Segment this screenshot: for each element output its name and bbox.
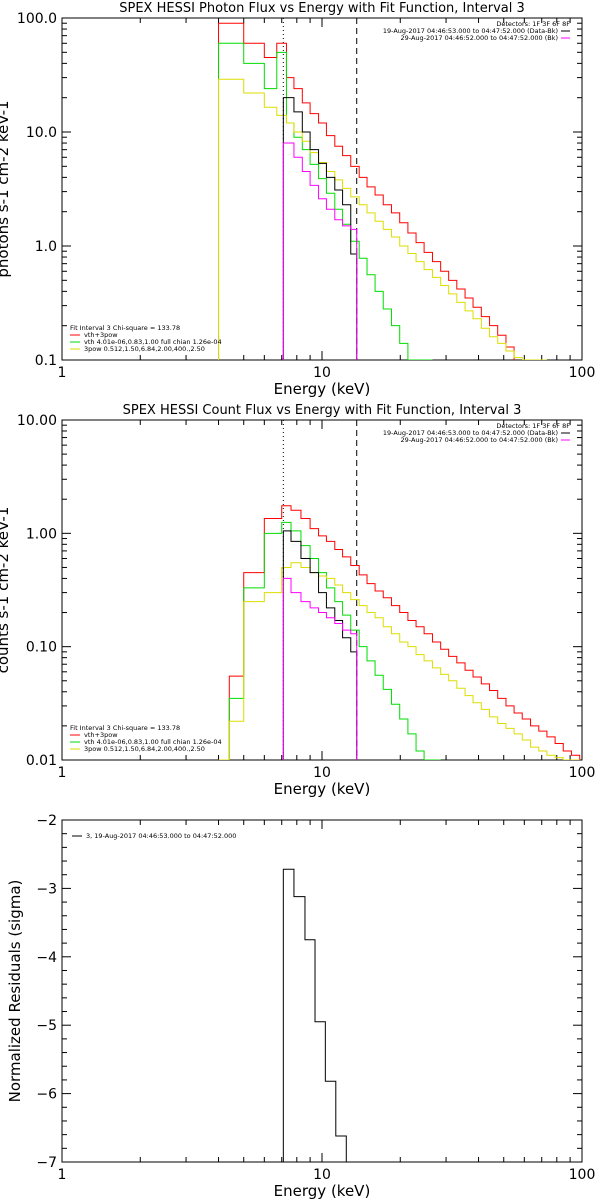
x-tick-label: 100	[569, 1167, 596, 1183]
y-tick-label: 0.10	[26, 640, 57, 656]
y-axis-label: counts s-1 cm-2 keV-1	[0, 507, 12, 674]
x-axis-label: Energy (keV)	[274, 380, 371, 398]
legend-detectors: Detectors: 1F 3F 6F 8F	[496, 20, 570, 28]
legend-entry-label: vth 4.01e-06,0.83,1.00 full chian 1.26e-…	[84, 338, 222, 346]
legend-entry-label: 3pow 0.512,1.50,6.84,2.00,400.,2.50	[84, 345, 205, 353]
x-tick-label: 10	[313, 365, 331, 381]
legend-entry-label: 3, 19-Aug-2017 04:46:53.000 to 04:47:52.…	[86, 832, 236, 840]
series-line-5	[282, 577, 358, 760]
chart-panel-3: 1 10 100 Energy (keV) −7 −6 −5 −4 −3 −2 Normalized…	[6, 813, 595, 1200]
y-tick-label: −4	[36, 950, 57, 966]
series-line-2	[228, 521, 441, 760]
x-tick-label: 1	[58, 1167, 67, 1183]
y-axis-label: Normalized Residuals (sigma)	[6, 880, 24, 1103]
series-line-3	[218, 562, 580, 760]
plot-frame	[61, 419, 583, 761]
y-tick-label: 10.0	[26, 125, 57, 141]
series-line-2	[218, 42, 433, 360]
series-line-3	[218, 78, 547, 360]
legend-fit-header: Fit Interval 3 Chi-square = 133.78	[70, 724, 180, 732]
y-tick-label: 0.1	[35, 353, 57, 369]
y-tick-label: −6	[36, 1087, 57, 1103]
chart-title: SPEX HESSI Count Flux vs Energy with Fit…	[123, 403, 522, 418]
chart-panel-1: SPEX HESSI Photon Flux vs Energy with Fi…	[0, 1, 595, 398]
plot-area	[218, 18, 547, 360]
series-line-4	[282, 530, 358, 760]
legend-entry-label: vth 4.01e-06,0.83,1.00 full chian 1.26e-…	[84, 738, 222, 746]
x-tick-label: 1	[58, 765, 67, 781]
series-line-4	[282, 97, 358, 360]
legend-entry-label: 19-Aug-2017 04:46:53.000 to 04:47:52.000…	[383, 27, 558, 35]
legend-fit-header: Fit Interval 3 Chi-square = 133.78	[70, 324, 180, 332]
legend-entry-label: 29-Aug-2017 04:46:52.000 to 04:47:52.000…	[401, 436, 558, 444]
legend-entry-label: 29-Aug-2017 04:46:52.000 to 04:47:52.000…	[401, 34, 558, 42]
y-tick-label: −7	[36, 1155, 57, 1171]
y-axis-label: photons s-1 cm-2 keV-1	[0, 100, 12, 277]
x-axis-label: Energy (keV)	[274, 1182, 371, 1200]
legend-entry-label: vth+3pow	[84, 731, 118, 739]
series-line-1	[228, 505, 581, 760]
plot-area	[282, 868, 357, 1162]
legend-detectors: Detectors: 1F 3F 6F 8F	[496, 422, 570, 430]
y-tick-label: 100.0	[17, 11, 57, 27]
x-tick-label: 100	[569, 365, 596, 381]
plot-area	[218, 420, 581, 760]
x-tick-label: 10	[313, 1167, 331, 1183]
y-tick-label: 1.0	[35, 239, 57, 255]
x-axis-label: Energy (keV)	[274, 780, 371, 798]
chart-title: SPEX HESSI Photon Flux vs Energy with Fi…	[119, 1, 525, 16]
legend-entry-label: 3pow 0.512,1.50,6.84,2.00,400.,2.50	[84, 745, 205, 753]
chart-panel-2: SPEX HESSI Count Flux vs Energy with Fit…	[0, 403, 595, 798]
legend-entry-label: vth+3pow	[84, 331, 118, 339]
series-line-1	[218, 22, 515, 360]
x-tick-label: 100	[569, 765, 596, 781]
y-tick-label: −2	[36, 813, 57, 829]
legend-entry-label: 19-Aug-2017 04:46:53.000 to 04:47:52.000…	[383, 429, 558, 437]
x-tick-label: 10	[313, 765, 331, 781]
plot-frame	[61, 17, 583, 361]
y-tick-label: −5	[36, 1018, 57, 1034]
y-tick-label: 10.00	[17, 413, 57, 429]
plot-frame	[61, 819, 583, 1163]
y-tick-label: 0.01	[26, 753, 57, 769]
series-line-5	[282, 142, 358, 360]
x-tick-label: 1	[58, 365, 67, 381]
y-tick-label: 1.00	[26, 526, 57, 542]
y-tick-label: −3	[36, 881, 57, 897]
series-line-1	[282, 868, 357, 1162]
